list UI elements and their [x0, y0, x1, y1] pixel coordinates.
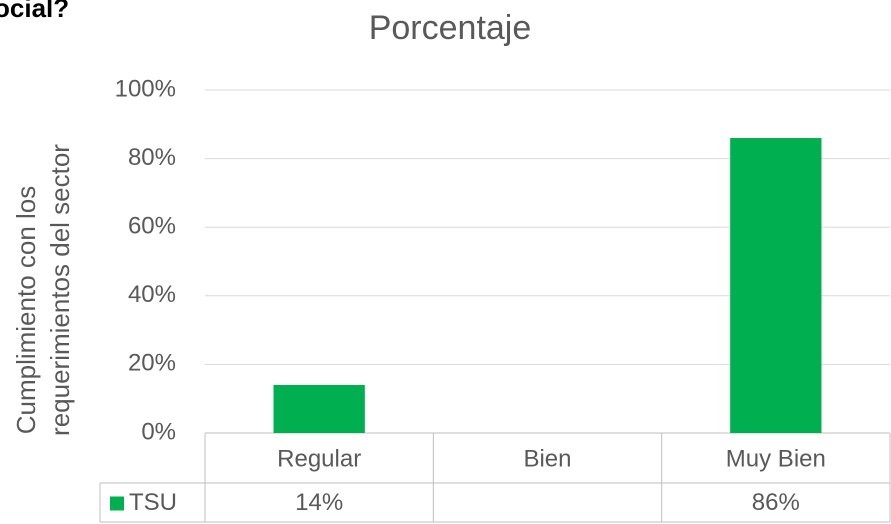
- y-tick-label: 0%: [141, 418, 176, 445]
- chart-title: Porcentaje: [369, 9, 532, 47]
- cut-off-heading: ocial?: [0, 0, 69, 23]
- y-axis-label: Cumplimiento con los: [11, 186, 41, 435]
- bar: [273, 384, 365, 433]
- x-tick-label: Bien: [523, 445, 571, 472]
- y-tick-label: 40%: [128, 281, 176, 308]
- y-axis-label: requerimientos del sector: [45, 144, 75, 436]
- y-tick-label: 80%: [128, 144, 176, 171]
- y-tick-label: 20%: [128, 350, 176, 377]
- bar: [730, 138, 822, 433]
- x-tick-label: Regular: [277, 445, 361, 472]
- y-tick-label: 60%: [128, 213, 176, 240]
- y-tick-label: 100%: [115, 75, 176, 102]
- legend-label: TSU: [129, 489, 177, 516]
- table-value: 86%: [752, 489, 800, 516]
- legend-swatch: [110, 496, 124, 511]
- table-value: 14%: [295, 489, 343, 516]
- x-tick-label: Muy Bien: [726, 445, 826, 472]
